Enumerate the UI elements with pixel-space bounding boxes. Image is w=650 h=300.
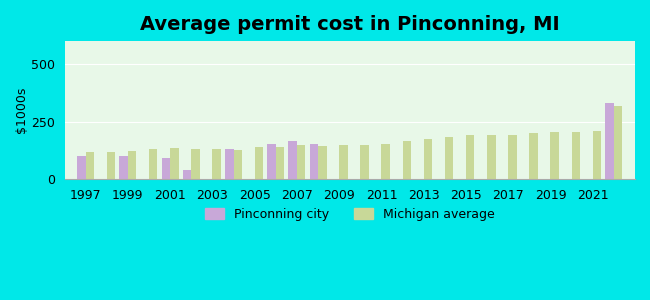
Bar (255, 147, 263, 179)
Bar (149, 149, 157, 179)
Bar (487, 134, 495, 179)
Bar (318, 146, 326, 179)
Bar (225, 149, 233, 179)
Title: Average permit cost in Pinconning, MI: Average permit cost in Pinconning, MI (140, 15, 560, 34)
Bar (508, 134, 517, 179)
Bar (605, 103, 614, 179)
Bar (402, 141, 411, 179)
Bar (571, 132, 580, 179)
Bar (339, 145, 348, 179)
Bar (170, 148, 179, 179)
Bar (267, 144, 276, 179)
Bar (276, 147, 284, 179)
Bar (614, 106, 622, 179)
Legend: Pinconning city, Michigan average: Pinconning city, Michigan average (200, 203, 499, 226)
Bar (466, 134, 474, 179)
Bar (162, 158, 170, 179)
Bar (445, 137, 453, 179)
Bar (593, 131, 601, 179)
Bar (382, 144, 390, 179)
Bar (360, 145, 369, 179)
Y-axis label: $1000s: $1000s (15, 87, 28, 134)
Bar (86, 152, 94, 179)
Bar (424, 139, 432, 179)
Bar (551, 132, 559, 179)
Bar (183, 170, 191, 179)
Bar (529, 134, 538, 179)
Bar (120, 156, 128, 179)
Bar (213, 149, 221, 179)
Bar (128, 151, 136, 179)
Bar (191, 149, 200, 179)
Bar (309, 144, 318, 179)
Bar (77, 156, 86, 179)
Bar (107, 152, 115, 179)
Bar (233, 150, 242, 179)
Bar (289, 141, 297, 179)
Bar (297, 145, 306, 179)
